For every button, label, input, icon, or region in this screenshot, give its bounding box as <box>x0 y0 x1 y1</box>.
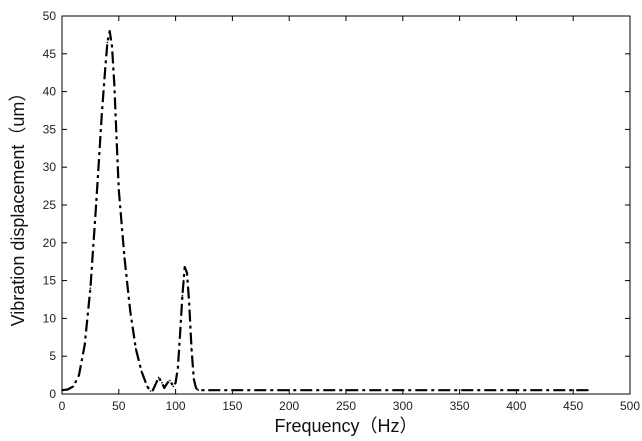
data-point <box>161 381 163 384</box>
data-point <box>129 310 131 312</box>
y-tick-label: 45 <box>43 47 57 61</box>
data-point <box>95 204 97 206</box>
data-point <box>181 294 184 297</box>
y-tick-label: 20 <box>43 236 57 250</box>
data-point <box>515 389 518 392</box>
series-layer <box>61 30 589 393</box>
y-tick-label: 40 <box>43 85 57 99</box>
data-point <box>402 389 404 392</box>
y-axis-title: Vibration displacement（um） <box>8 84 28 327</box>
data-point <box>197 389 200 392</box>
data-point <box>66 388 69 391</box>
x-tick-label: 500 <box>620 399 640 413</box>
axis-ticks: 0 50 100 150 200 250 300 350 400 450 500 0 5 10 15 20 25… <box>43 9 641 413</box>
data-point <box>89 287 92 290</box>
data-point <box>140 370 143 373</box>
data-point <box>78 374 80 376</box>
x-tick-label: 150 <box>222 399 242 413</box>
data-point <box>169 379 171 382</box>
data-point <box>123 257 126 259</box>
data-point <box>195 387 197 389</box>
x-tick-label: 300 <box>393 399 413 413</box>
y-tick-label: 5 <box>49 349 56 363</box>
x-tick-label: 50 <box>112 399 126 413</box>
data-point <box>157 376 160 379</box>
data-point <box>155 381 158 384</box>
y-tick-label: 10 <box>43 311 57 325</box>
data-point <box>83 344 86 346</box>
x-tick-label: 100 <box>166 399 186 413</box>
y-tick-label: 15 <box>43 274 57 288</box>
data-point <box>288 389 291 392</box>
data-point <box>146 385 148 388</box>
y-tick-label: 30 <box>43 160 57 174</box>
x-tick-label: 350 <box>450 399 470 413</box>
data-point <box>106 41 109 44</box>
data-point <box>72 385 75 388</box>
data-point <box>113 83 116 85</box>
data-point <box>174 381 177 384</box>
data-point <box>108 30 111 32</box>
data-point <box>345 389 347 392</box>
data-point <box>458 389 461 392</box>
data-point <box>193 378 195 380</box>
data-point <box>182 279 185 282</box>
data-point <box>61 389 63 392</box>
x-tick-label: 200 <box>279 399 299 413</box>
y-tick-label: 35 <box>43 122 57 136</box>
data-point <box>111 45 113 47</box>
data-point <box>135 347 137 350</box>
x-tick-label: 0 <box>59 399 66 413</box>
data-point <box>118 189 120 191</box>
data-point <box>587 389 589 392</box>
data-point <box>188 302 190 305</box>
data-point <box>203 389 205 392</box>
data-point <box>177 366 179 369</box>
data-point <box>172 385 175 388</box>
data-point <box>101 113 103 116</box>
data-point <box>190 347 193 350</box>
data-point <box>572 389 574 392</box>
data-point <box>152 389 154 392</box>
data-point <box>186 272 188 274</box>
y-tick-label: 0 <box>49 387 56 401</box>
data-point <box>104 68 106 70</box>
y-tick-label: 25 <box>43 198 57 212</box>
x-tick-label: 450 <box>563 399 583 413</box>
x-tick-label: 250 <box>336 399 356 413</box>
data-point <box>163 387 165 389</box>
plot-area <box>61 15 631 395</box>
data-point <box>179 332 181 335</box>
x-tick-label: 400 <box>506 399 526 413</box>
data-point <box>231 389 234 392</box>
data-point <box>166 381 169 384</box>
data-point <box>149 390 152 392</box>
x-axis-title: Frequency（Hz） <box>274 416 417 436</box>
data-point <box>183 266 186 268</box>
data-point <box>115 136 118 138</box>
series-line <box>61 30 588 393</box>
y-tick-label: 50 <box>43 9 57 23</box>
